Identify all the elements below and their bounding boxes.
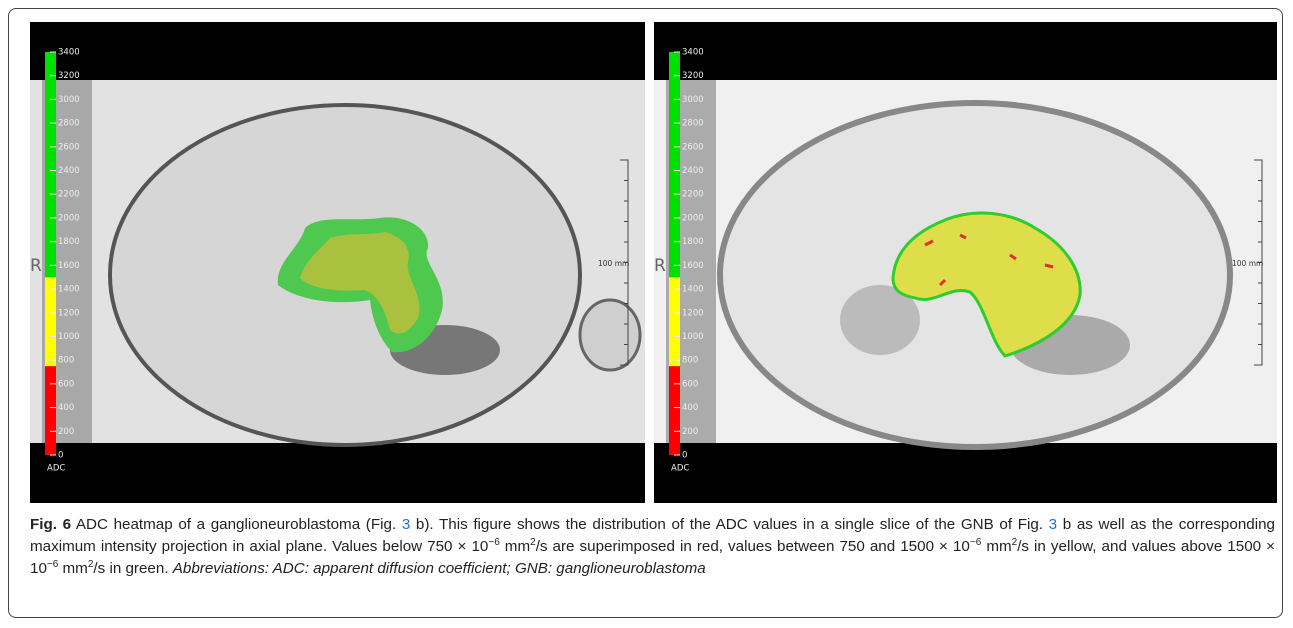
colorbar-tick-label: 1800 (58, 237, 80, 247)
colorbar-tick-label: 1200 (58, 308, 80, 318)
image-right (654, 22, 1277, 503)
scale-label: 100 mm (1232, 259, 1263, 268)
colorbar-tick-label: 200 (58, 427, 74, 437)
colorbar-tick-label: 3400 (682, 48, 704, 58)
colorbar-tick-label: 0 (58, 451, 63, 461)
colorbar-tick-label: 2600 (58, 142, 80, 152)
colorbar-tick-label: 800 (682, 356, 698, 366)
figure-link[interactable]: 3 (1049, 516, 1057, 533)
colorbar-band (669, 277, 680, 366)
colorbar-tick-label: 3000 (58, 95, 80, 105)
colorbar-tick-label: 1000 (58, 332, 80, 342)
colorbar-tick-label: 2200 (58, 190, 80, 200)
colorbar-tick-label: 800 (58, 356, 74, 366)
colorbar-band (669, 366, 680, 455)
arm (580, 300, 640, 370)
colorbar-tick-label: 2800 (682, 119, 704, 129)
colorbar-tick-label: 2400 (58, 166, 80, 176)
colorbar-tick-label: 1200 (682, 308, 704, 318)
caption-text: /s are superimposed in red, values betwe… (536, 538, 970, 555)
superscript: −6 (47, 559, 58, 570)
colorbar-tick-label: 2200 (682, 190, 704, 200)
colorbar-tick-label: 2000 (682, 213, 704, 223)
caption-text: b). This figure shows the distribution o… (410, 516, 1048, 533)
colorbar-tick-label: 1600 (682, 261, 704, 271)
colorbar-tick-label: 1000 (682, 332, 704, 342)
colorbar-tick-label: 400 (682, 403, 698, 413)
caption-text: mm (58, 560, 88, 577)
caption-label: Fig. 6 (30, 516, 71, 533)
colorbar-tick-label: 200 (682, 427, 698, 437)
colorbar-tick-label: 3400 (58, 48, 80, 58)
figure-images: 0200400600800100012001400160018002000220… (0, 0, 1293, 510)
scale-label: 100 mm (598, 259, 629, 268)
colorbar-tick-label: 1600 (58, 261, 80, 271)
caption-text: ADC heatmap of a ganglioneuroblastoma (F… (71, 516, 402, 533)
colorbar-label: ADC (47, 464, 65, 474)
colorbar-tick-label: 2400 (682, 166, 704, 176)
superscript: −6 (488, 537, 499, 548)
figure-link[interactable]: 3 (402, 516, 410, 533)
colorbar-tick-label: 2800 (58, 119, 80, 129)
colorbar-band (45, 52, 56, 277)
colorbar-tick-label: 1400 (682, 285, 704, 295)
orientation-label: R (654, 256, 666, 276)
superscript: −6 (970, 537, 981, 548)
colorbar-tick-label: 400 (58, 403, 74, 413)
colorbar-band (45, 277, 56, 366)
colorbar-tick-label: 0 (682, 451, 687, 461)
colorbar-tick-label: 3000 (682, 95, 704, 105)
colorbar-band (669, 52, 680, 277)
colorbar-band (45, 366, 56, 455)
caption-text: mm (500, 538, 530, 555)
orientation-label: R (30, 256, 42, 276)
colorbar-label: ADC (671, 464, 689, 474)
colorbar-tick-label: 600 (58, 379, 74, 389)
caption-text: /s in green. (93, 560, 172, 577)
colorbar-tick-label: 3200 (682, 71, 704, 81)
image-left (30, 22, 645, 503)
colorbar-tick-label: 2000 (58, 213, 80, 223)
colorbar-tick-label: 3200 (58, 71, 80, 81)
colorbar-tick-label: 600 (682, 379, 698, 389)
colorbar-tick-label: 2600 (682, 142, 704, 152)
colorbar-tick-label: 1800 (682, 237, 704, 247)
caption-text: mm (981, 538, 1011, 555)
figure-caption: Fig. 6 ADC heatmap of a ganglioneuroblas… (30, 514, 1275, 580)
page: {"panels": [ {"colorbar": {"ticks": [0, … (0, 0, 1293, 628)
abbreviations: Abbreviations: ADC: apparent diffusion c… (173, 560, 706, 577)
colorbar-tick-label: 1400 (58, 285, 80, 295)
